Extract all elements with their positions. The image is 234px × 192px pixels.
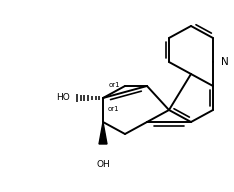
Text: HO: HO (56, 94, 70, 103)
Text: N: N (221, 57, 229, 67)
Text: or1: or1 (109, 82, 121, 88)
Text: OH: OH (96, 160, 110, 169)
Text: or1: or1 (108, 106, 120, 112)
Polygon shape (99, 122, 107, 144)
